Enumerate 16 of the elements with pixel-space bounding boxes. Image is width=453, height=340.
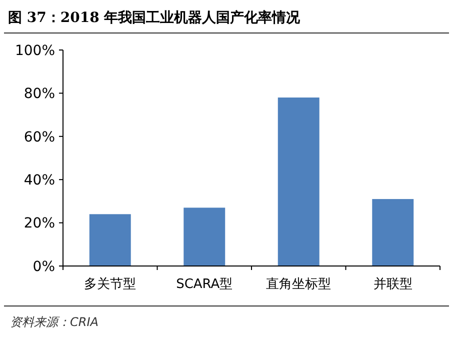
bar (278, 98, 320, 266)
x-tick-label: 多关节型 (84, 277, 136, 292)
bar (184, 208, 226, 266)
bar (89, 214, 131, 266)
x-tick-label: 并联型 (373, 277, 412, 292)
text: 资料来源：CRIA (10, 315, 98, 329)
y-tick-label: 0% (32, 258, 55, 275)
y-tick-label: 40% (24, 172, 55, 188)
x-tick-label: 直角坐标型 (266, 277, 332, 292)
y-tick-label: 100% (14, 42, 55, 59)
y-tick-label: 20% (24, 216, 55, 232)
x-tick-label: SCARA型 (176, 277, 233, 292)
bar (372, 199, 414, 266)
chart-title: 图 37：2018 年我国工业机器人国产化率情况 (8, 9, 302, 26)
y-tick-label: 80% (24, 86, 55, 102)
y-tick-label: 60% (24, 129, 55, 146)
